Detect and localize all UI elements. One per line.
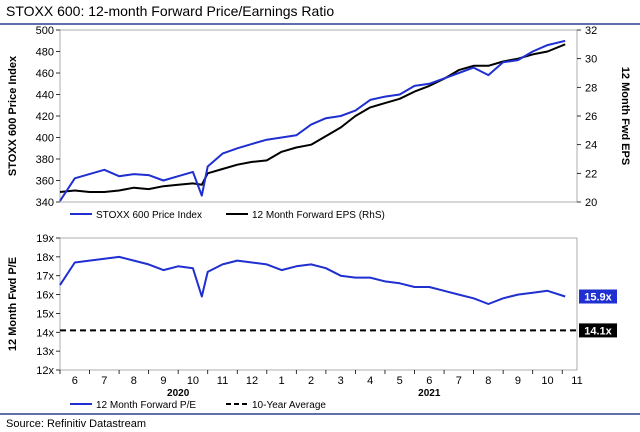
x-year-label: 2020 xyxy=(167,388,190,399)
top-left-tick-label: 340 xyxy=(36,197,54,209)
price-index-series-line xyxy=(59,39,566,202)
legend-eps-label: 12 Month Forward EPS (RhS) xyxy=(252,210,385,221)
x-month-label: 7 xyxy=(456,375,462,387)
top-left-tick-label: 440 xyxy=(36,90,54,102)
x-month-label: 9 xyxy=(515,375,521,387)
top-right-tick-group: 20 22 24 26 28 30 32 xyxy=(577,25,597,209)
bottom-series-group xyxy=(59,255,577,332)
x-month-label: 8 xyxy=(131,375,137,387)
top-right-tick-label: 26 xyxy=(585,111,597,123)
x-month-label: 5 xyxy=(397,375,403,387)
avg-value-badge xyxy=(579,323,617,338)
bottom-tick-label: 13x xyxy=(36,346,54,358)
x-month-label: 8 xyxy=(485,375,491,387)
legend-pe-label: 12 Month Forward P/E xyxy=(96,400,196,411)
bottom-tick-label: 15x xyxy=(36,308,54,320)
x-year-label: 2021 xyxy=(418,388,441,399)
top-right-tick-label: 32 xyxy=(585,25,597,37)
x-month-label: 7 xyxy=(101,375,107,387)
source-note: Source: Refinitiv Datastream xyxy=(6,418,146,430)
avg-value-label: 14.1x xyxy=(584,325,612,337)
x-month-label: 1 xyxy=(279,375,285,387)
x-month-label: 6 xyxy=(72,375,78,387)
top-left-tick-label: 400 xyxy=(36,133,54,145)
bottom-tick-label: 12x xyxy=(36,365,54,377)
top-left-tick-label: 360 xyxy=(36,176,54,188)
top-left-tick-group: 340 360 380 400 420 440 460 480 500 xyxy=(36,25,60,209)
top-right-tick-label: 20 xyxy=(585,197,597,209)
x-month-label: 12 xyxy=(246,375,258,387)
bottom-tick-group: 12x 13x 14x 15x 16x 17x 18x 19x xyxy=(36,233,60,377)
bottom-tick-label: 19x xyxy=(36,233,54,245)
x-month-label: 9 xyxy=(160,375,166,387)
legend-avg-label: 10-Year Average xyxy=(252,400,326,411)
top-right-tick-label: 24 xyxy=(585,140,597,152)
pe-value-badge xyxy=(579,289,617,304)
bottom-axis-label: 12 Month Fwd P/E xyxy=(7,257,19,351)
top-left-tick-label: 420 xyxy=(36,111,54,123)
top-plot-frame xyxy=(59,29,578,203)
x-month-label: 10 xyxy=(187,375,199,387)
bottom-tick-label: 18x xyxy=(36,252,54,264)
bottom-tick-label: 16x xyxy=(36,290,54,302)
x-month-label: 10 xyxy=(541,375,553,387)
top-right-tick-label: 28 xyxy=(585,82,597,94)
top-right-tick-label: 22 xyxy=(585,168,597,180)
top-right-tick-label: 30 xyxy=(585,54,597,66)
x-month-label: 11 xyxy=(217,375,228,387)
top-left-tick-label: 380 xyxy=(36,154,54,166)
legend-price-label: STOXX 600 Price Index xyxy=(96,210,202,221)
top-left-tick-label: 460 xyxy=(36,68,54,80)
chart-title: STOXX 600: 12-month Forward Price/Earnin… xyxy=(6,3,334,19)
top-left-axis-label: STOXX 600 Price Index xyxy=(7,55,19,176)
bottom-plot-frame xyxy=(59,237,578,371)
top-left-tick-label: 480 xyxy=(36,47,54,59)
x-month-label: 4 xyxy=(367,375,373,387)
bottom-tick-label: 17x xyxy=(36,271,54,283)
top-right-axis-label: 12 Month Fwd EPS xyxy=(619,67,631,165)
top-series-group xyxy=(59,39,566,202)
pe-value-label: 15.9x xyxy=(584,292,612,304)
bottom-tick-label: 14x xyxy=(36,327,54,339)
x-month-label: 6 xyxy=(426,375,432,387)
x-month-label: 3 xyxy=(338,375,344,387)
pe-series-line xyxy=(59,255,566,305)
top-left-tick-label: 500 xyxy=(36,25,54,37)
x-month-label: 11 xyxy=(571,375,582,387)
x-month-label: 2 xyxy=(308,375,314,387)
eps-series-line xyxy=(59,43,566,193)
